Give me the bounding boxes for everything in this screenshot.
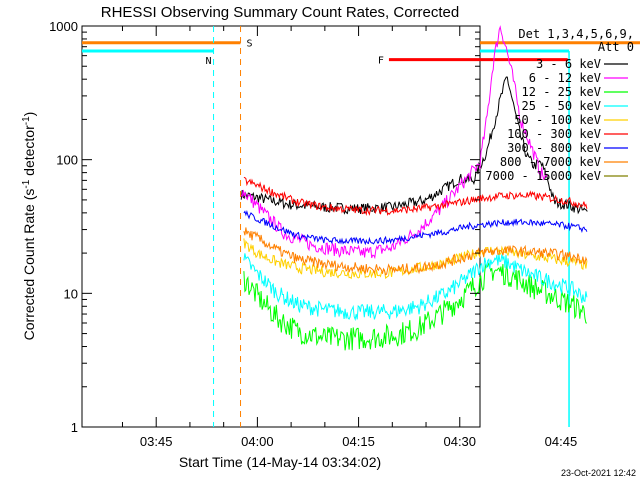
series-line-7 [243,227,588,276]
y-tick-label: 100 [56,153,78,168]
plot-area: S N F [81,25,640,428]
legend-header-line-2: Att 0 [598,40,634,54]
x-tick-label: 03:45 [140,434,173,449]
series-line-5 [243,176,588,217]
legend-label: 300 - 800 keV [507,141,601,155]
y-tick-label: 10 [64,286,78,301]
series-line-3 [243,253,588,322]
legend-label: 6 - 12 keV [529,71,601,85]
x-tick-label: 04:30 [443,434,476,449]
series-line-6 [243,210,588,246]
legend-label: 7000 - 15000 keV [485,169,601,183]
timestamp: 23-Oct-2021 12:42 [561,468,636,478]
series-line-2 [243,262,588,351]
y-tick-label: 1000 [49,19,78,34]
y-tick-label: 1 [71,420,78,435]
y-axis-label: Corrected Count Rate (s-1 detector-1) [21,112,37,341]
x-tick-label: 04:15 [342,434,375,449]
saa-flag-label: S [247,39,253,50]
x-axis-label: Start Time (14-May-14 03:34:02) [179,454,381,470]
legend-label: 800 - 7000 keV [500,155,601,169]
legend-label: 100 - 300 keV [507,127,601,141]
legend-label: 25 - 50 keV [522,99,601,113]
legend-label: 50 - 100 keV [514,113,601,127]
legend-label: 12 - 25 keV [522,85,601,99]
legend-header-line-1: Det 1,3,4,5,6,9, [518,27,634,41]
series-line-1 [240,25,548,260]
x-tick-label: 04:00 [241,434,274,449]
legend-label: 3 - 6 keV [536,57,601,71]
chart-title: RHESSI Observing Summary Count Rates, Co… [101,4,459,21]
flare-flag-label: F [378,56,384,67]
plot-frame [81,25,481,428]
x-tick-label: 04:45 [545,434,578,449]
night-flag-label: N [206,56,212,67]
